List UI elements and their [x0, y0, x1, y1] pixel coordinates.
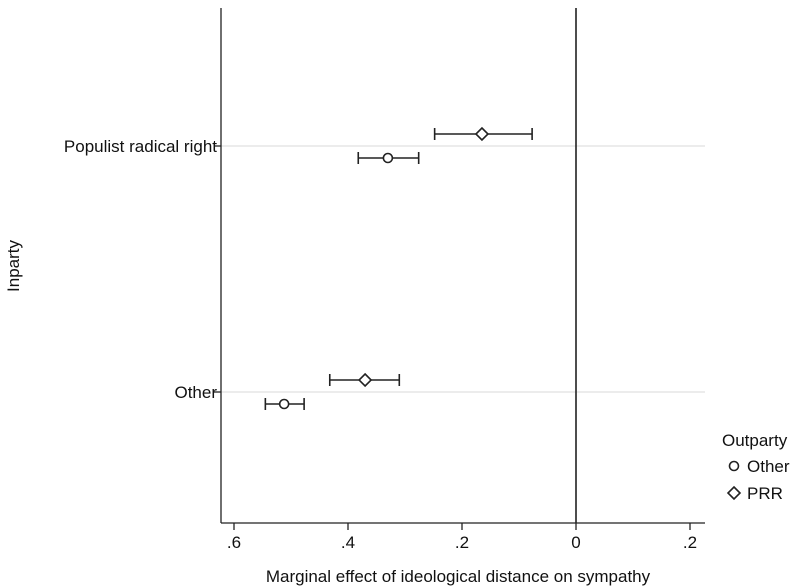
legend-marker-diamond [726, 485, 742, 501]
y-category-labels: Populist radical right Other [64, 137, 221, 402]
x-ticks: .6 .4 .2 0 .2 [227, 523, 697, 552]
point-other [278, 398, 290, 410]
y-axis-title: Inparty [4, 240, 23, 292]
gridlines [221, 8, 705, 523]
x-tick-label: 0 [571, 533, 580, 552]
point-prr [474, 126, 490, 142]
x-tick-label: .2 [683, 533, 697, 552]
x-tick-label: .6 [227, 533, 241, 552]
x-tick-label: .4 [341, 533, 355, 552]
axes [220, 8, 705, 524]
legend-marker-circle [728, 460, 740, 472]
chart-marks [264, 126, 533, 410]
legend-label: Other [747, 457, 790, 476]
legend-label: PRR [747, 484, 783, 503]
y-category-label: Other [174, 383, 217, 402]
y-category-label: Populist radical right [64, 137, 217, 156]
point-prr [357, 372, 373, 388]
legend-title: Outparty [722, 431, 788, 450]
x-tick-label: .2 [455, 533, 469, 552]
x-axis-title: Marginal effect of ideological distance … [266, 567, 651, 586]
legend: Outparty Other PRR [722, 431, 790, 503]
point-other [382, 152, 394, 164]
